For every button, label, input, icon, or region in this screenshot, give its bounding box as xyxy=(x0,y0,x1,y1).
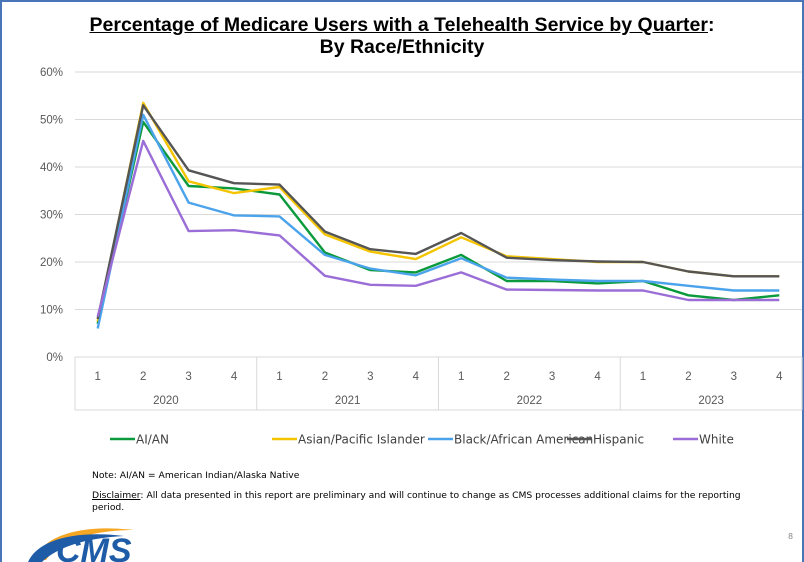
line-chart: 0% 10% 20% 30% 40% 50% 60% 1 2 3 4 1 2 3 4 1 2 3 4 1 2 3 4 2020… xyxy=(40,67,803,447)
x-tick-label: 2 xyxy=(503,371,509,383)
y-tick-label: 20% xyxy=(40,257,63,269)
x-group-label: 2022 xyxy=(517,395,543,407)
disclaimer-label: Disclaimer xyxy=(92,490,141,501)
chart-subtitle: By Race/Ethnicity xyxy=(319,36,485,58)
y-tick-label: 50% xyxy=(40,115,63,127)
x-tick-label: 1 xyxy=(276,371,282,383)
legend-entry: White xyxy=(699,433,734,447)
y-tick-label: 60% xyxy=(40,67,63,79)
legend-entry: Hispanic xyxy=(593,433,644,447)
disclaimer: Disclaimer: All data presented in this r… xyxy=(92,490,772,514)
x-group-label: 2021 xyxy=(335,395,361,407)
cms-logo-swoosh-blue xyxy=(28,534,124,562)
y-tick-label: 10% xyxy=(40,305,63,317)
x-tick-label: 2 xyxy=(685,371,691,383)
x-tick-label: 3 xyxy=(549,371,555,383)
x-tick-label: 4 xyxy=(231,371,238,383)
x-group-label: 2023 xyxy=(698,395,724,407)
chart-title-colon: : xyxy=(707,14,715,36)
series-line-black-african-american xyxy=(96,113,780,329)
legend-entry: Black/African American xyxy=(454,433,593,447)
cms-logo-text: CMS xyxy=(56,532,132,562)
y-tick-label: 30% xyxy=(40,210,63,222)
x-tick-label: 1 xyxy=(95,371,101,383)
x-group-label: 2020 xyxy=(153,395,179,407)
series-line-asian-pacific-islander xyxy=(96,101,780,322)
abbreviation-note: Note: AI/AN = American Indian/Alaska Nat… xyxy=(92,470,300,481)
legend-entry: AI/AN xyxy=(136,433,169,447)
x-tick-label: 4 xyxy=(776,371,783,383)
series-line-hispanic xyxy=(96,104,780,320)
y-tick-label: 40% xyxy=(40,162,63,174)
x-tick-label: 3 xyxy=(367,371,373,383)
cms-logo: CMS xyxy=(28,528,134,562)
y-tick-label: 0% xyxy=(46,352,63,364)
x-tick-label: 2 xyxy=(140,371,146,383)
chart-title-main: Percentage of Medicare Users with a Tele… xyxy=(89,14,708,36)
series-line-ai-an xyxy=(96,120,780,325)
series-line-white xyxy=(96,139,780,317)
x-tick-label: 3 xyxy=(731,371,737,383)
x-tick-label: 1 xyxy=(458,371,464,383)
chart-title: Percentage of Medicare Users with a Tele… xyxy=(0,14,804,36)
x-tick-label: 1 xyxy=(640,371,646,383)
x-tick-label: 3 xyxy=(185,371,191,383)
x-tick-label: 4 xyxy=(594,371,601,383)
legend-entry: Asian/Pacific Islander xyxy=(298,433,425,447)
x-tick-label: 2 xyxy=(322,371,328,383)
page-number: 8 xyxy=(788,532,794,541)
disclaimer-text: : All data presented in this report are … xyxy=(92,490,741,513)
x-tick-label: 4 xyxy=(413,371,420,383)
